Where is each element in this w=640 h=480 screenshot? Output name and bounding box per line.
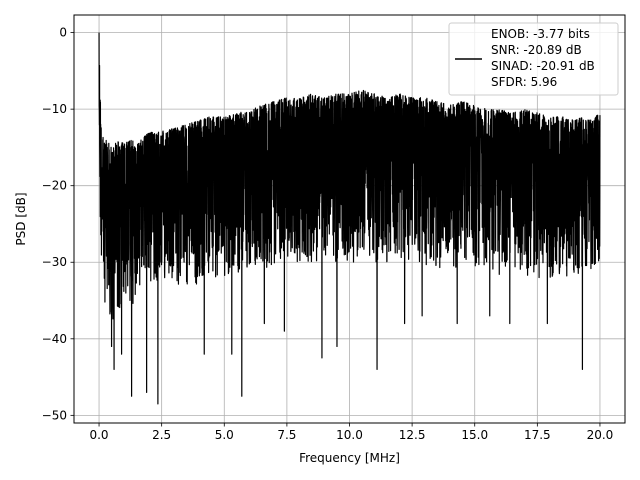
y-axis-ticks: 0 −10 −20 −30 −40 −50: [42, 26, 74, 422]
x-tick-label: 15.0: [461, 428, 488, 442]
x-tick-label: 12.5: [399, 428, 426, 442]
series-group: [98, 32, 601, 405]
y-tick-label: −20: [42, 179, 67, 193]
y-tick-label: −10: [42, 102, 67, 116]
psd-series-line: [98, 32, 601, 405]
legend-entry: SINAD: -20.91 dB: [491, 59, 595, 73]
legend-box: [448, 22, 619, 96]
y-tick-label: 0: [59, 26, 67, 40]
x-tick-label: 17.5: [524, 428, 551, 442]
x-axis-label: Frequency [MHz]: [299, 451, 400, 465]
legend-entry: SFDR: 5.96: [491, 75, 557, 89]
x-tick-label: 10.0: [336, 428, 363, 442]
y-axis-label: PSD [dB]: [14, 192, 28, 245]
legend-entry: SNR: -20.89 dB: [491, 43, 582, 57]
x-tick-label: 20.0: [587, 428, 614, 442]
legend: ENOB: -3.77 bits SNR: -20.89 dB SINAD: -20…: [448, 22, 619, 96]
legend-entry: ENOB: -3.77 bits: [491, 27, 590, 41]
x-tick-label: 0.0: [89, 428, 108, 442]
x-tick-label: 2.5: [152, 428, 171, 442]
x-tick-label: 7.5: [277, 428, 296, 442]
y-tick-label: −30: [42, 255, 67, 269]
y-tick-label: −50: [42, 408, 67, 422]
x-tick-label: 5.0: [215, 428, 234, 442]
y-tick-label: −40: [42, 332, 67, 346]
x-axis-ticks: 0.0 2.5 5.0 7.5 10.0 12.5 15.0 17.5 20.0: [89, 423, 613, 442]
